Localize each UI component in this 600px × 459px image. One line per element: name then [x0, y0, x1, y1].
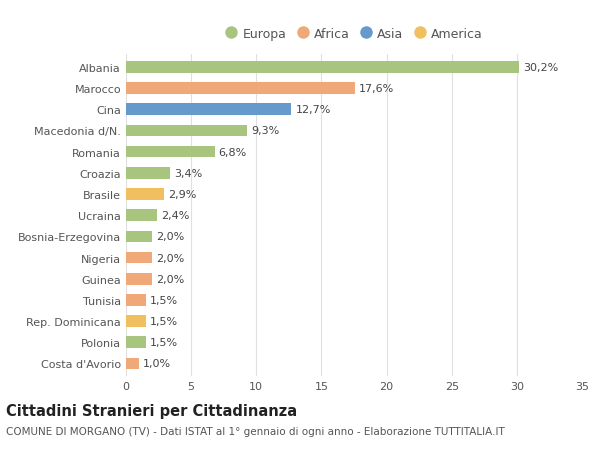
Text: 2,9%: 2,9% — [167, 190, 196, 200]
Text: 12,7%: 12,7% — [295, 105, 331, 115]
Text: 1,5%: 1,5% — [149, 295, 178, 305]
Bar — [126, 337, 146, 348]
Text: Cittadini Stranieri per Cittadinanza: Cittadini Stranieri per Cittadinanza — [6, 403, 297, 419]
Bar — [126, 83, 355, 95]
Text: 6,8%: 6,8% — [218, 147, 247, 157]
Bar — [126, 62, 520, 73]
Bar — [126, 295, 146, 306]
Bar — [126, 273, 152, 285]
Text: 3,4%: 3,4% — [174, 168, 202, 179]
Text: 17,6%: 17,6% — [359, 84, 394, 94]
Bar — [126, 146, 215, 158]
Text: 2,4%: 2,4% — [161, 211, 190, 221]
Text: 2,0%: 2,0% — [156, 232, 184, 242]
Bar — [126, 104, 292, 116]
Bar — [126, 125, 247, 137]
Text: COMUNE DI MORGANO (TV) - Dati ISTAT al 1° gennaio di ogni anno - Elaborazione TU: COMUNE DI MORGANO (TV) - Dati ISTAT al 1… — [6, 426, 505, 436]
Text: 1,0%: 1,0% — [143, 358, 171, 369]
Legend: Europa, Africa, Asia, America: Europa, Africa, Asia, America — [220, 23, 488, 46]
Bar — [126, 168, 170, 179]
Bar — [126, 231, 152, 243]
Text: 2,0%: 2,0% — [156, 274, 184, 284]
Bar — [126, 358, 139, 369]
Text: 1,5%: 1,5% — [149, 337, 178, 347]
Bar — [126, 316, 146, 327]
Bar — [126, 252, 152, 264]
Text: 30,2%: 30,2% — [523, 63, 559, 73]
Bar — [126, 210, 157, 222]
Text: 2,0%: 2,0% — [156, 253, 184, 263]
Text: 9,3%: 9,3% — [251, 126, 280, 136]
Text: 1,5%: 1,5% — [149, 316, 178, 326]
Bar — [126, 189, 164, 201]
